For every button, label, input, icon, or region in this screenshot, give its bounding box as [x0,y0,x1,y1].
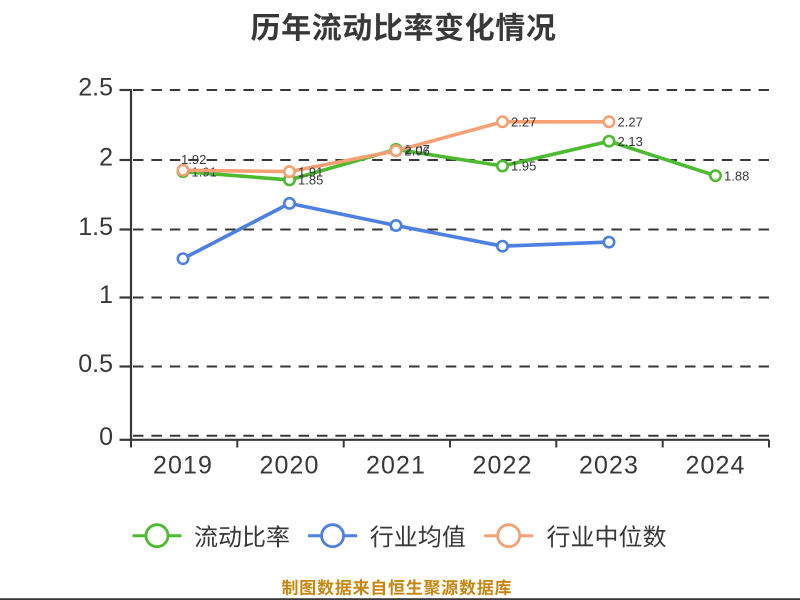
svg-text:2020: 2020 [259,451,319,479]
svg-text:1.91: 1.91 [298,164,323,179]
svg-text:1.5: 1.5 [78,213,113,241]
svg-text:2019: 2019 [153,451,213,479]
svg-text:1.95: 1.95 [511,159,536,174]
svg-text:2022: 2022 [472,451,532,479]
svg-text:1.92: 1.92 [181,152,206,167]
svg-text:2024: 2024 [685,451,745,479]
svg-text:2.06: 2.06 [405,144,430,159]
svg-text:2023: 2023 [579,451,639,479]
svg-text:1: 1 [99,281,113,309]
svg-text:0.5: 0.5 [78,350,113,378]
svg-text:0: 0 [99,423,113,451]
svg-text:2.5: 2.5 [78,74,113,102]
svg-text:2021: 2021 [366,451,426,479]
svg-text:1.88: 1.88 [724,168,749,183]
svg-text:2.27: 2.27 [511,115,536,130]
svg-text:2: 2 [99,144,113,172]
svg-text:2.13: 2.13 [618,134,643,149]
svg-text:1.85: 1.85 [298,173,323,188]
svg-text:2.27: 2.27 [618,115,643,130]
